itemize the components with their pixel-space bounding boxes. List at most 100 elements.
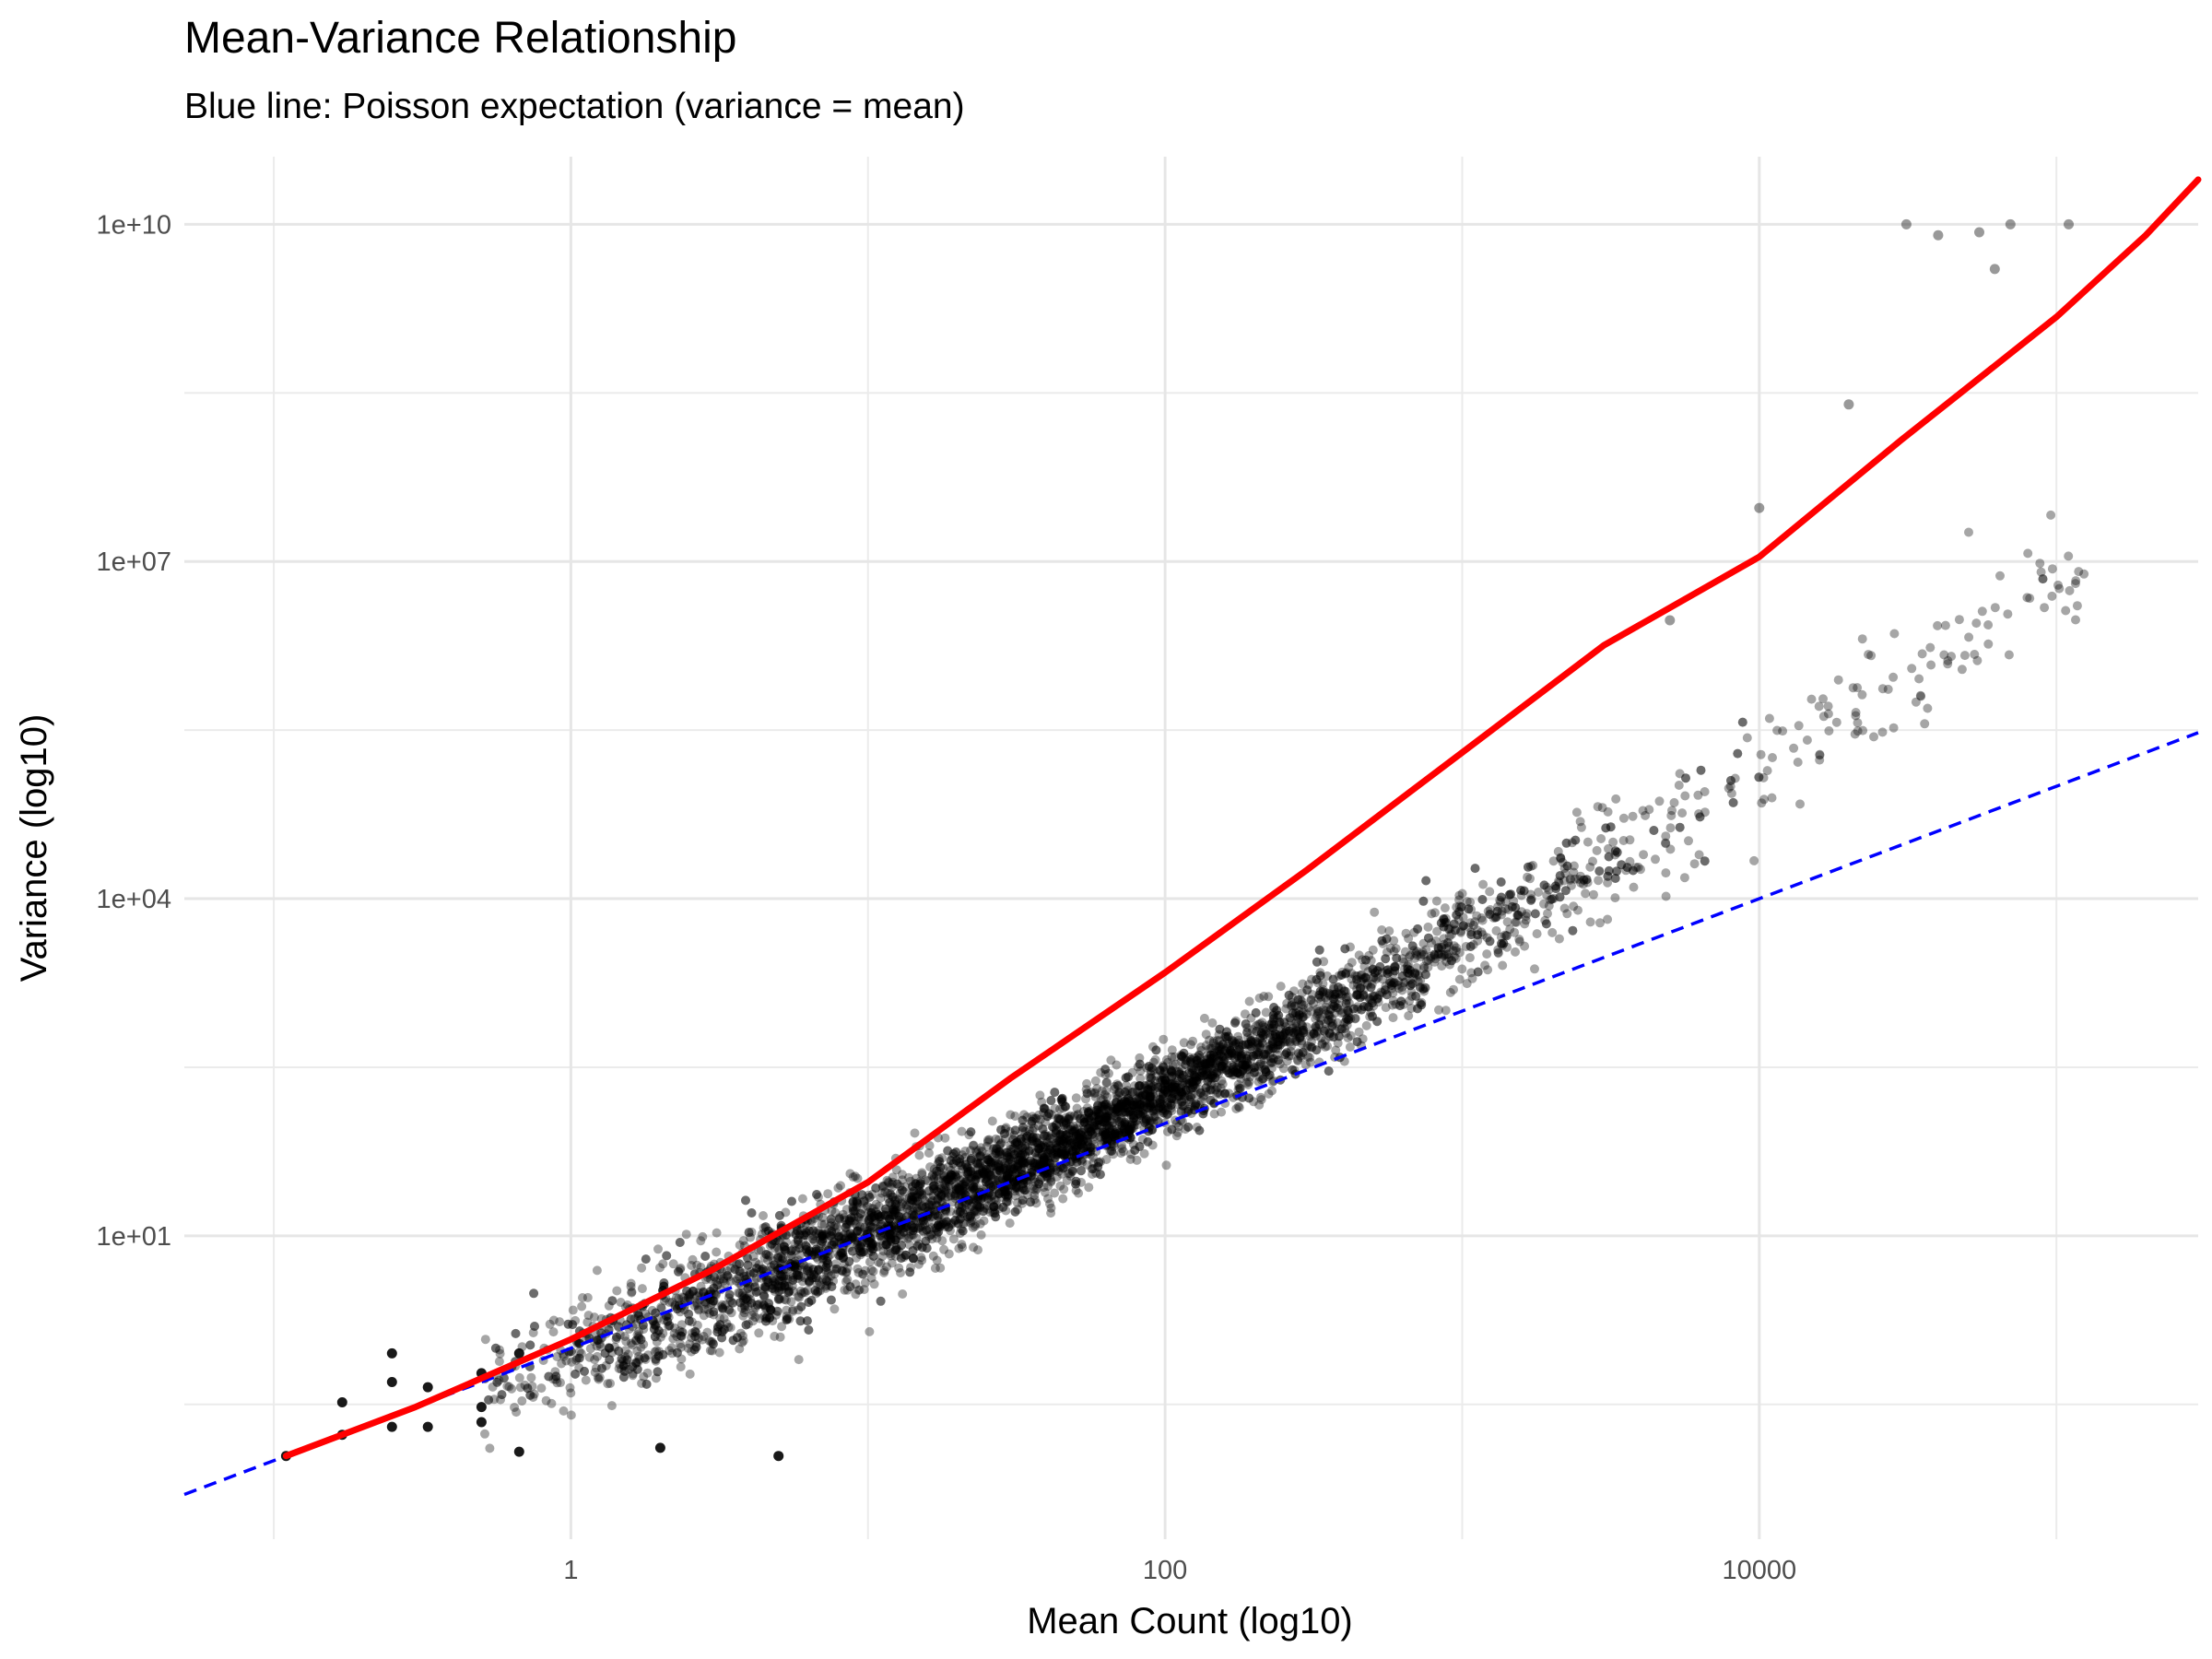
data-point (1253, 1039, 1263, 1049)
data-point (1254, 1072, 1265, 1082)
data-point (1077, 1156, 1087, 1166)
data-point (561, 1356, 571, 1366)
data-point (1201, 1041, 1211, 1051)
data-point (744, 1228, 754, 1238)
data-point (790, 1262, 800, 1272)
data-point (979, 1203, 989, 1213)
data-point (1203, 1066, 1213, 1077)
data-point (1427, 909, 1437, 919)
data-point (777, 1322, 787, 1332)
data-point (905, 1267, 915, 1277)
data-point (1185, 1092, 1195, 1102)
data-point (1132, 1094, 1142, 1104)
data-point (1485, 910, 1495, 919)
data-point (1628, 811, 1638, 821)
data-point (1569, 901, 1579, 912)
data-point (1124, 1106, 1135, 1116)
data-point (688, 1254, 698, 1265)
data-point (1378, 938, 1388, 948)
data-point (1065, 1112, 1075, 1122)
data-point (1005, 1170, 1015, 1180)
data-point (772, 1242, 782, 1253)
data-point (939, 1212, 949, 1222)
data-point (1282, 998, 1292, 1008)
data-point (763, 1250, 773, 1260)
data-point (720, 1278, 730, 1288)
data-point (1205, 1057, 1215, 1067)
data-point (1502, 917, 1512, 927)
data-point (1413, 924, 1423, 934)
data-point (1018, 1195, 1028, 1206)
data-point (1163, 1088, 1173, 1099)
data-point (735, 1288, 745, 1299)
data-point (1292, 1037, 1301, 1046)
data-point (1661, 891, 1671, 901)
data-point (1206, 1050, 1216, 1060)
data-point (1018, 1198, 1027, 1208)
data-point (1324, 1032, 1335, 1041)
data-point (1110, 1132, 1120, 1142)
data-point (794, 1243, 805, 1253)
data-point (1238, 1060, 1248, 1070)
data-point (617, 1354, 627, 1364)
data-point (852, 1253, 861, 1263)
data-point (1341, 986, 1351, 996)
data-point (840, 1234, 850, 1244)
data-point (1246, 1033, 1255, 1043)
data-point (1498, 960, 1508, 971)
data-point (1116, 1148, 1126, 1159)
data-point (1684, 836, 1693, 846)
data-point (723, 1271, 733, 1281)
data-point (548, 1315, 559, 1325)
data-point (1253, 1047, 1263, 1057)
data-point (916, 1253, 926, 1263)
data-point (1306, 1057, 1315, 1067)
data-point (809, 1237, 819, 1246)
data-point (852, 1202, 862, 1212)
data-point (1562, 909, 1572, 919)
data-point (637, 1263, 647, 1273)
data-point (918, 1226, 928, 1236)
data-point (1597, 803, 1607, 813)
data-point (905, 1206, 915, 1216)
data-point (1057, 1093, 1067, 1103)
data-point (1254, 1100, 1265, 1110)
data-point (926, 1197, 936, 1207)
data-point (1121, 1128, 1131, 1137)
data-point (1426, 954, 1436, 963)
data-point (826, 1214, 836, 1224)
data-point (1556, 853, 1566, 863)
data-point (1284, 1029, 1294, 1039)
data-point (1454, 974, 1465, 984)
data-point (1170, 1052, 1180, 1062)
data-point (1467, 973, 1477, 983)
data-point (1485, 887, 1495, 897)
data-point (1594, 866, 1605, 877)
data-point (1194, 1125, 1205, 1135)
data-point (1465, 918, 1476, 928)
data-point (1126, 1124, 1136, 1135)
data-point (1368, 945, 1378, 955)
data-point (1464, 904, 1474, 914)
data-point (797, 1194, 807, 1204)
data-point (1644, 805, 1654, 815)
data-point (1224, 1051, 1233, 1061)
data-point (907, 1221, 917, 1230)
data-point (792, 1270, 802, 1280)
data-point (1089, 1135, 1099, 1145)
data-point (1622, 863, 1632, 873)
data-point (918, 1201, 928, 1211)
data-point (1018, 1143, 1028, 1153)
data-point (977, 1147, 987, 1157)
data-point (768, 1280, 778, 1290)
data-point (814, 1244, 824, 1253)
data-point (1088, 1152, 1098, 1162)
data-point (555, 1317, 565, 1327)
data-point (753, 1286, 763, 1296)
data-point (989, 1194, 999, 1205)
data-point (1333, 982, 1343, 992)
data-point (1227, 1060, 1237, 1070)
data-point (790, 1256, 800, 1266)
data-point (1127, 1087, 1137, 1097)
data-point (947, 1151, 958, 1161)
